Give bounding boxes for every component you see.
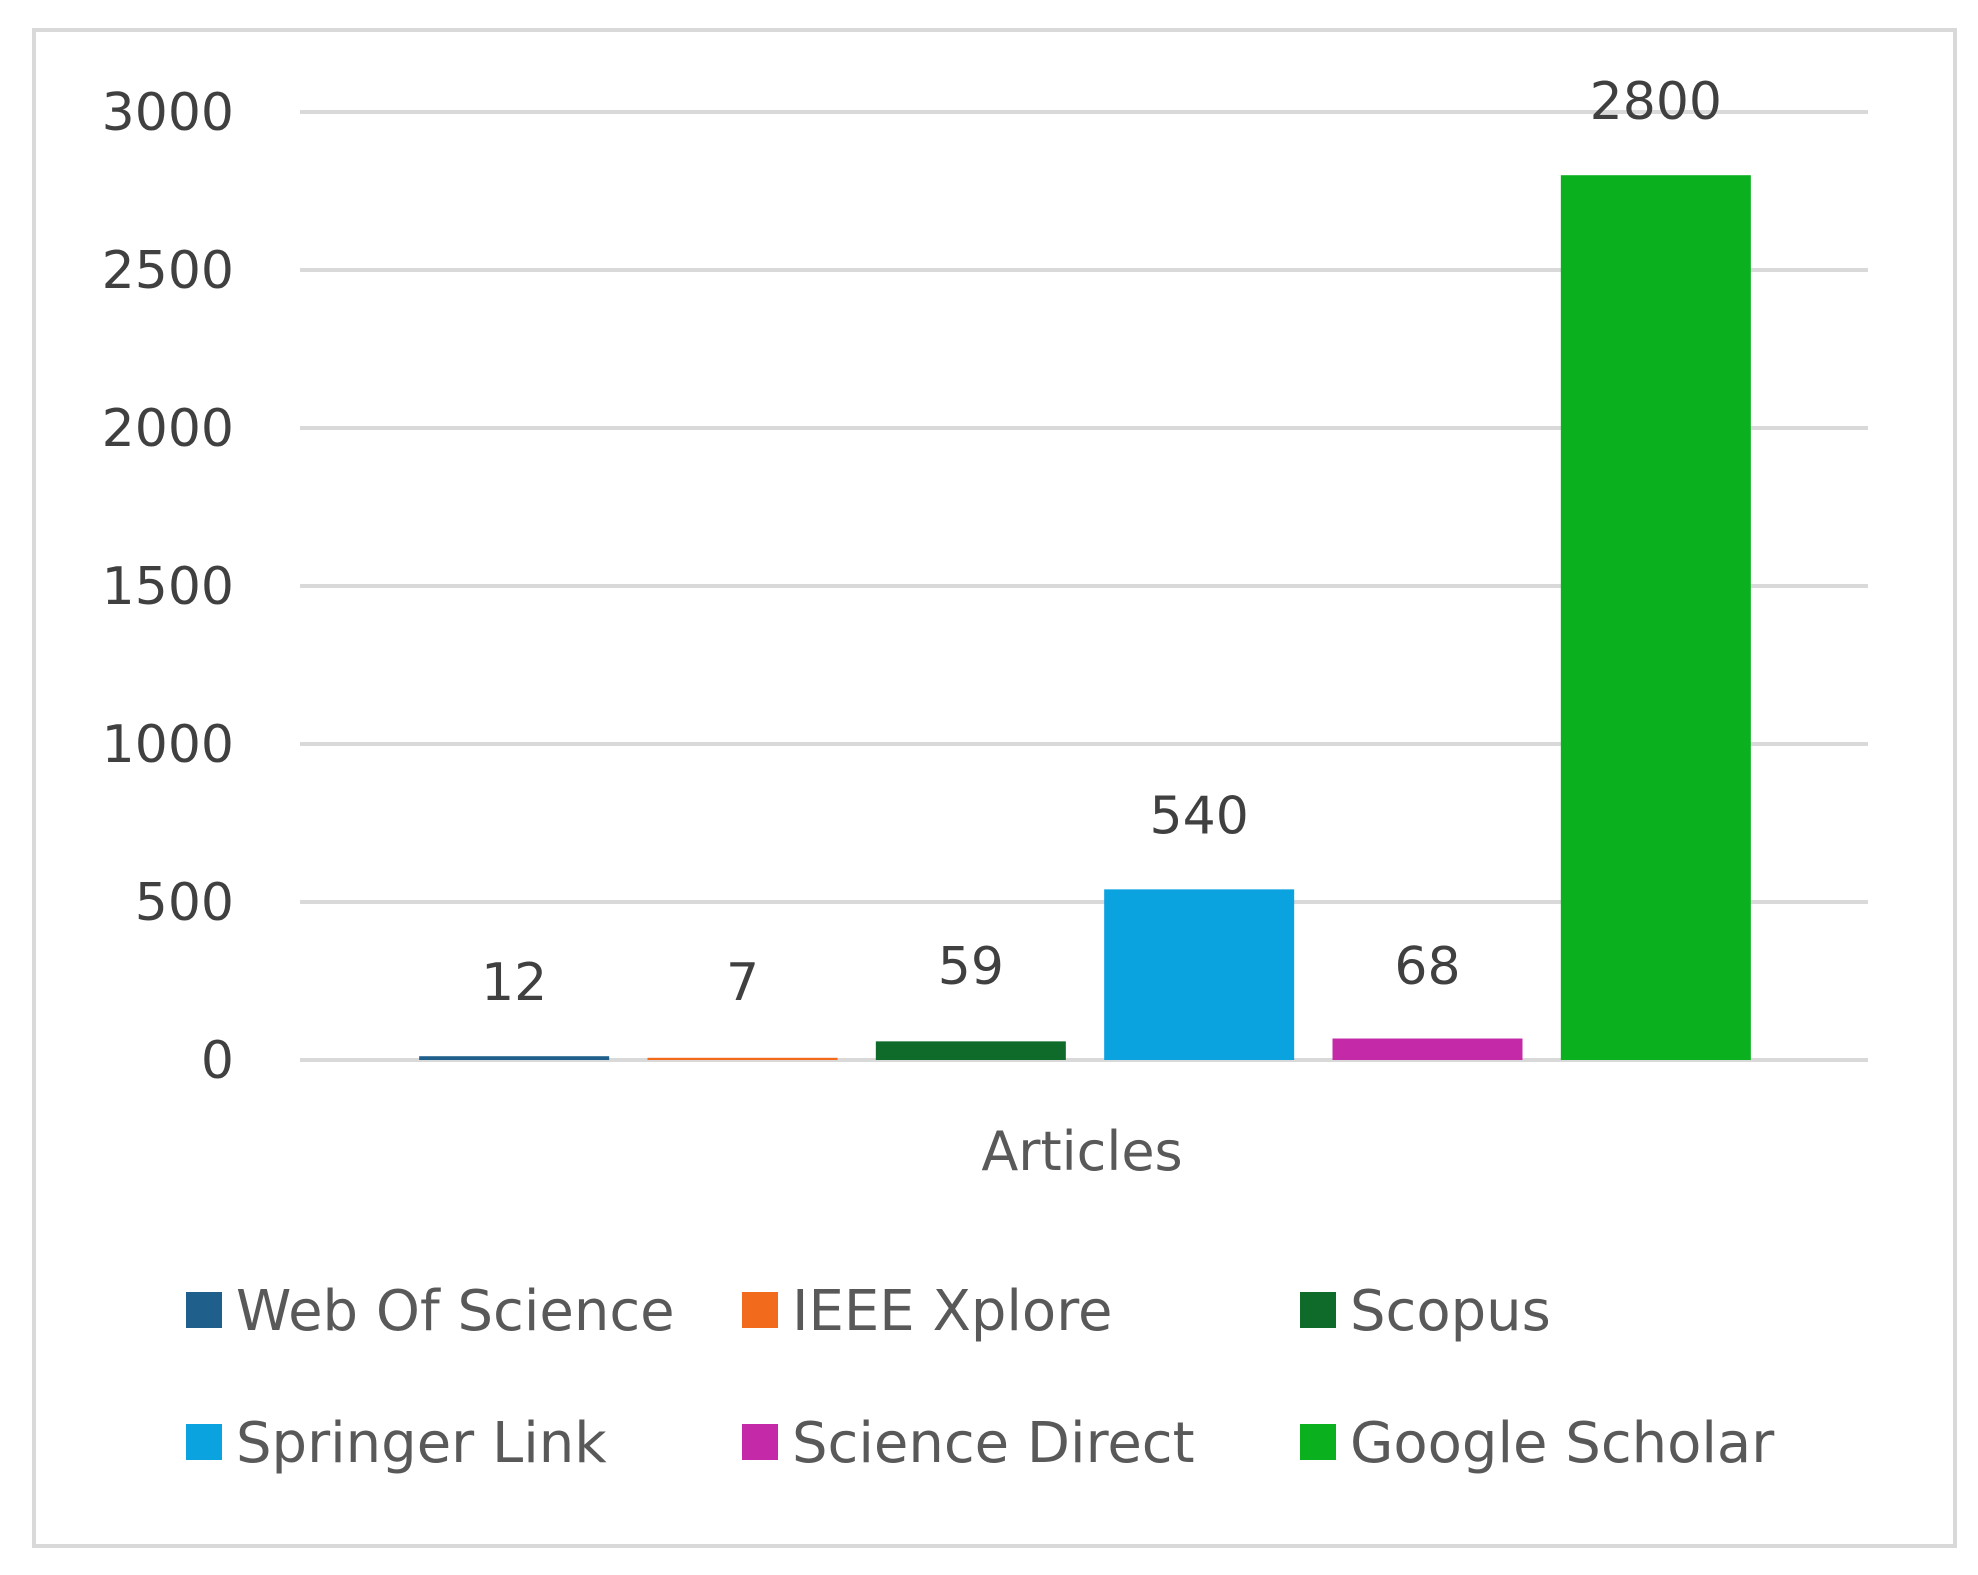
y-axis-ticks: 0 500 1000 1500 2000 2500 3000 [102, 83, 234, 1091]
bar-google-scholar [1560, 175, 1751, 1060]
y-tick-label: 0 [201, 1031, 234, 1091]
legend-label: Scopus [1350, 1279, 1551, 1344]
data-label: 540 [1150, 786, 1249, 846]
y-tick-label: 2500 [102, 241, 234, 301]
bar-scopus [875, 1041, 1066, 1060]
legend-label: Google Scholar [1350, 1411, 1775, 1476]
x-axis-title: Articles [981, 1120, 1182, 1183]
data-label: 68 [1394, 937, 1460, 997]
bar-web-of-science [419, 1056, 610, 1060]
y-tick-label: 500 [135, 873, 234, 933]
legend-label: Springer Link [236, 1411, 607, 1476]
legend-label: Web Of Science [236, 1279, 675, 1344]
data-labels: 12 7 59 540 68 2800 [481, 72, 1722, 1013]
data-label: 2800 [1590, 72, 1722, 132]
data-label: 7 [726, 953, 759, 1013]
data-label: 12 [481, 953, 547, 1013]
y-tick-label: 3000 [102, 83, 234, 143]
legend-swatch-scopus [1300, 1292, 1336, 1328]
legend-label: IEEE Xplore [792, 1279, 1112, 1344]
bar-science-direct [1332, 1038, 1523, 1060]
legend: Web Of Science IEEE Xplore Scopus Springer … [186, 1279, 1775, 1476]
bars [419, 175, 1751, 1060]
y-tick-label: 1500 [102, 557, 234, 617]
data-label: 59 [938, 937, 1004, 997]
bar-ieee-xplore [647, 1057, 838, 1060]
y-tick-label: 2000 [102, 399, 234, 459]
legend-swatch-google-scholar [1300, 1424, 1336, 1460]
legend-swatch-springer-link [186, 1424, 222, 1460]
legend-swatch-science-direct [742, 1424, 778, 1460]
y-tick-label: 1000 [102, 715, 234, 775]
legend-swatch-web-of-science [186, 1292, 222, 1328]
legend-label: Science Direct [792, 1411, 1195, 1476]
legend-swatch-ieee-xplore [742, 1292, 778, 1328]
bar-springer-link [1104, 889, 1295, 1060]
